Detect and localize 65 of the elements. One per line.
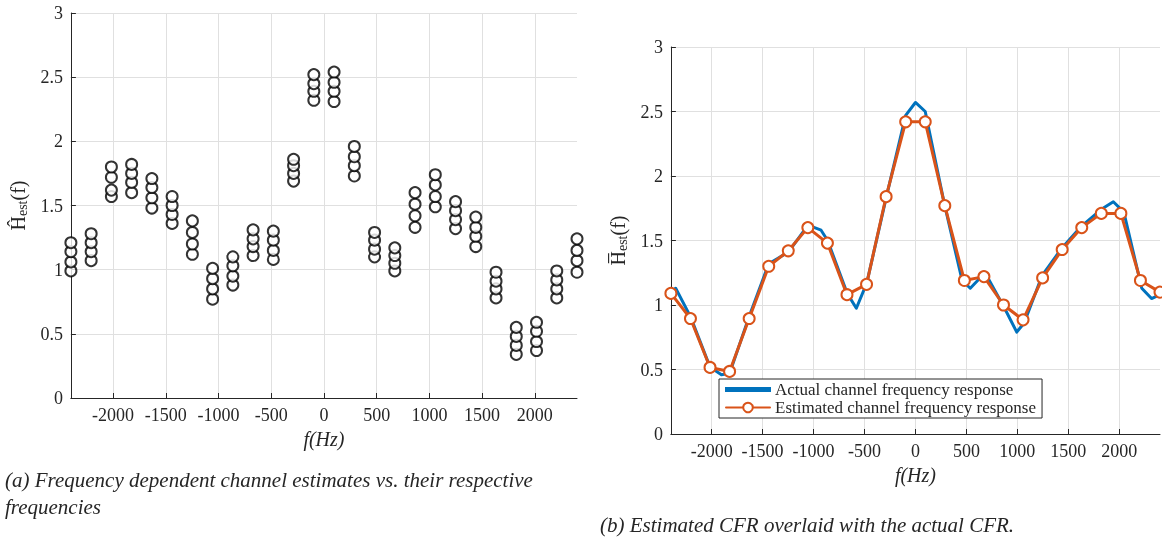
x-tick-label: 2000 bbox=[1101, 441, 1138, 461]
y-tick-label: 2.5 bbox=[40, 67, 63, 88]
x-tick-label: -500 bbox=[848, 441, 881, 461]
point bbox=[1016, 313, 1030, 327]
point bbox=[1036, 271, 1050, 285]
x-tick-label: -1000 bbox=[197, 405, 240, 425]
y-tick-label: 1 bbox=[53, 259, 63, 280]
y-tick-label: 1 bbox=[653, 295, 663, 315]
legend-label: Actual channel frequency response bbox=[775, 380, 1014, 399]
x-tick-label: -1000 bbox=[792, 441, 835, 461]
y-axis-title: H̅est(f) bbox=[607, 215, 630, 266]
y-tick-label: 2 bbox=[653, 166, 663, 186]
x-tick-label: 0 bbox=[319, 405, 329, 425]
x-axis-title: f(Hz) bbox=[303, 427, 345, 451]
y-tick-label: 2 bbox=[53, 131, 63, 152]
point bbox=[938, 199, 952, 213]
x-tick-label: 0 bbox=[910, 441, 920, 461]
x-tick-label: -2000 bbox=[92, 405, 135, 425]
point bbox=[1133, 273, 1147, 287]
y-tick-label: 3 bbox=[53, 3, 63, 23]
legend-label: Estimated channel frequency response bbox=[775, 398, 1037, 417]
y-tick-label: 1.5 bbox=[640, 230, 663, 251]
point bbox=[801, 221, 815, 235]
y-tick-label: 0 bbox=[53, 388, 63, 408]
point bbox=[762, 259, 776, 273]
y-axis-title: Ĥest(f) bbox=[7, 180, 30, 231]
x-tick-label: 1000 bbox=[999, 441, 1036, 461]
point bbox=[664, 286, 678, 300]
point bbox=[683, 312, 697, 326]
x-tick-label: 1500 bbox=[1050, 441, 1087, 461]
x-tick-label: 500 bbox=[363, 405, 391, 425]
point bbox=[918, 115, 932, 129]
y-tick-label: 0.5 bbox=[640, 359, 663, 380]
x-tick-label: -2000 bbox=[690, 441, 733, 461]
point bbox=[1055, 243, 1069, 257]
x-axis-title: f(Hz) bbox=[894, 463, 937, 487]
y-tick-label: 1.5 bbox=[40, 195, 63, 216]
x-tick-label: -500 bbox=[254, 405, 288, 425]
x-tick-label: -1500 bbox=[741, 441, 784, 461]
x-tick-label: 1000 bbox=[411, 405, 448, 425]
point bbox=[703, 360, 717, 374]
x-tick-label: 500 bbox=[952, 441, 980, 461]
x-tick-label: 2000 bbox=[516, 405, 553, 425]
point bbox=[723, 364, 737, 378]
y-tick-label: 2.5 bbox=[640, 101, 663, 122]
point bbox=[840, 288, 854, 302]
point bbox=[977, 270, 991, 284]
point bbox=[1114, 206, 1128, 220]
point bbox=[1094, 206, 1108, 220]
point bbox=[899, 115, 913, 129]
point bbox=[879, 190, 893, 204]
y-tick-label: 0.5 bbox=[40, 323, 63, 344]
text: (b) Estimated CFR overlaid with the actual CFR. bbox=[600, 512, 1015, 537]
point bbox=[781, 244, 795, 258]
point bbox=[957, 273, 971, 287]
point bbox=[1075, 221, 1089, 235]
x-tick-label: 1500 bbox=[464, 405, 501, 425]
y-tick-label: 0 bbox=[653, 424, 663, 444]
y-tick-label: 3 bbox=[653, 37, 663, 57]
text: (a) Frequency dependent channel estimates vs. their respective frequencies bbox=[5, 467, 539, 519]
point bbox=[820, 236, 834, 250]
x-tick-label: -1500 bbox=[144, 405, 187, 425]
point bbox=[860, 277, 874, 291]
point bbox=[997, 298, 1010, 312]
point bbox=[742, 312, 756, 326]
